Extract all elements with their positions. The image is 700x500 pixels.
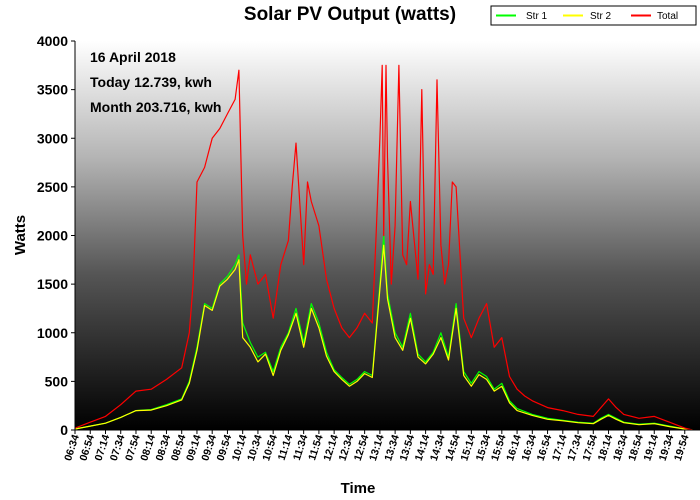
x-axis-label: Time: [341, 480, 376, 497]
legend-box: [490, 5, 697, 26]
y-tick-label: 2000: [37, 228, 68, 244]
x-axis-ticks: 06:3406:5407:1407:3407:5408:1408:3408:54…: [62, 430, 692, 462]
legend-label-total: Total: [657, 11, 678, 22]
legend: Str 1 Str 2 Total: [490, 5, 697, 26]
y-tick-label: 3500: [37, 82, 68, 98]
annotation-month-energy: Month 203.716, kwh: [90, 99, 221, 115]
y-axis-ticks: 0 500 1000 1500 2000 2500 3000 3500 4000: [37, 33, 75, 438]
chart-title: Solar PV Output (watts): [244, 4, 456, 25]
y-tick-label: 1000: [37, 325, 68, 341]
annotation-today-energy: Today 12.739, kwh: [90, 74, 212, 90]
legend-label-str2: Str 2: [590, 11, 612, 22]
y-tick-label: 3000: [37, 130, 68, 146]
y-tick-label: 500: [45, 373, 69, 389]
legend-label-str1: Str 1: [526, 11, 548, 22]
y-tick-label: 1500: [37, 276, 68, 292]
y-tick-label: 2500: [37, 179, 68, 195]
y-tick-label: 0: [60, 422, 68, 438]
annotation-date: 16 April 2018: [90, 49, 176, 65]
y-axis-label: Watts: [12, 215, 29, 255]
series-layer: [75, 64, 693, 430]
plot-area: [75, 41, 700, 430]
series-line-total: [75, 64, 693, 430]
y-tick-label: 4000: [37, 33, 68, 49]
series-line-str2: [75, 244, 693, 430]
